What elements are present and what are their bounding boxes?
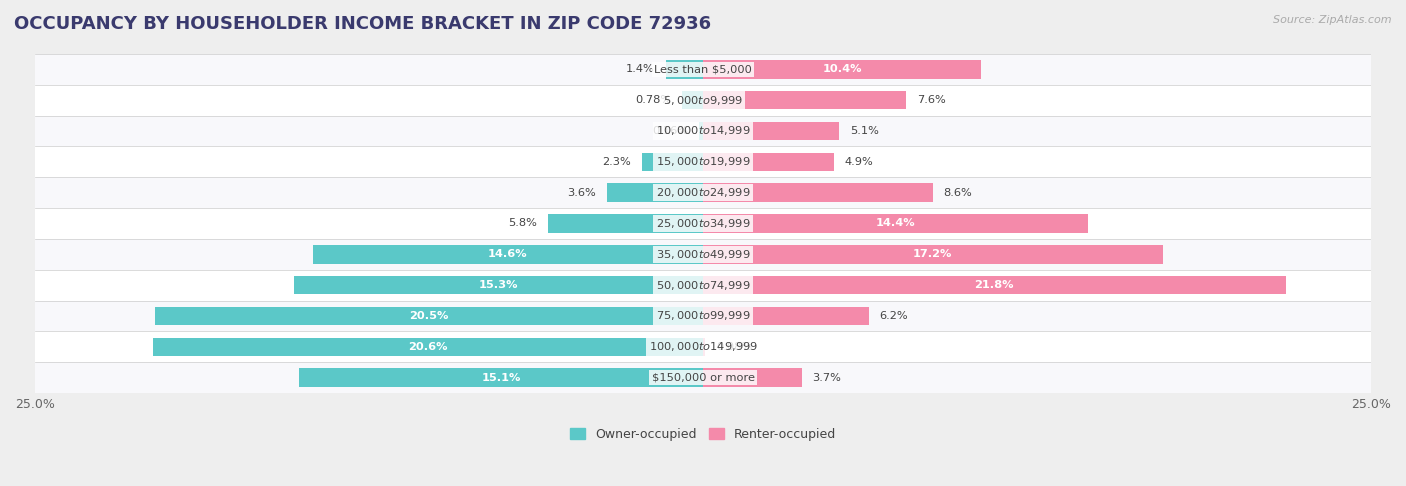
Bar <box>703 91 905 109</box>
Bar <box>35 116 1371 146</box>
Bar <box>607 183 703 202</box>
Bar <box>35 300 1371 331</box>
Text: 6.2%: 6.2% <box>879 311 908 321</box>
Bar <box>35 177 1371 208</box>
Text: 0.78%: 0.78% <box>636 95 672 105</box>
Text: 15.3%: 15.3% <box>479 280 519 290</box>
Bar <box>641 153 703 171</box>
Bar <box>35 362 1371 393</box>
Bar <box>548 214 703 233</box>
Bar <box>703 214 1088 233</box>
Bar <box>152 338 703 356</box>
Bar <box>35 54 1371 85</box>
Text: 20.6%: 20.6% <box>408 342 447 352</box>
Text: 0.16%: 0.16% <box>652 126 688 136</box>
Text: 10.4%: 10.4% <box>823 64 862 74</box>
Bar <box>682 91 703 109</box>
Bar <box>35 85 1371 116</box>
Text: 8.6%: 8.6% <box>943 188 973 198</box>
Text: 3.6%: 3.6% <box>568 188 596 198</box>
Text: $150,000 or more: $150,000 or more <box>651 373 755 382</box>
Bar <box>703 153 834 171</box>
Text: $5,000 to $9,999: $5,000 to $9,999 <box>664 94 742 106</box>
Text: $15,000 to $19,999: $15,000 to $19,999 <box>655 156 751 168</box>
Bar <box>155 307 703 325</box>
Bar <box>703 245 1163 263</box>
Bar <box>35 331 1371 362</box>
Text: 15.1%: 15.1% <box>482 373 522 382</box>
Bar <box>703 60 981 79</box>
Text: 21.8%: 21.8% <box>974 280 1014 290</box>
Bar <box>35 208 1371 239</box>
Bar <box>699 122 703 140</box>
Text: 17.2%: 17.2% <box>912 249 952 260</box>
Text: 5.8%: 5.8% <box>509 219 537 228</box>
Bar <box>703 122 839 140</box>
Text: 4.9%: 4.9% <box>845 157 873 167</box>
Text: $35,000 to $49,999: $35,000 to $49,999 <box>655 248 751 261</box>
Bar <box>703 368 801 387</box>
Text: $20,000 to $24,999: $20,000 to $24,999 <box>655 186 751 199</box>
Bar <box>703 307 869 325</box>
Text: $10,000 to $14,999: $10,000 to $14,999 <box>655 124 751 138</box>
Legend: Owner-occupied, Renter-occupied: Owner-occupied, Renter-occupied <box>569 428 837 441</box>
Text: 2.3%: 2.3% <box>602 157 631 167</box>
Text: 20.5%: 20.5% <box>409 311 449 321</box>
Bar <box>314 245 703 263</box>
Bar <box>703 338 706 356</box>
Bar <box>35 270 1371 300</box>
Bar <box>703 276 1285 295</box>
Text: 5.1%: 5.1% <box>851 126 879 136</box>
Text: OCCUPANCY BY HOUSEHOLDER INCOME BRACKET IN ZIP CODE 72936: OCCUPANCY BY HOUSEHOLDER INCOME BRACKET … <box>14 15 711 33</box>
Bar <box>665 60 703 79</box>
Bar <box>299 368 703 387</box>
Bar <box>703 183 932 202</box>
Bar <box>35 146 1371 177</box>
Text: 14.6%: 14.6% <box>488 249 527 260</box>
Text: 14.4%: 14.4% <box>876 219 915 228</box>
Text: 0.08%: 0.08% <box>716 342 752 352</box>
Text: Source: ZipAtlas.com: Source: ZipAtlas.com <box>1274 15 1392 25</box>
Bar <box>294 276 703 295</box>
Text: $75,000 to $99,999: $75,000 to $99,999 <box>655 310 751 323</box>
Text: Less than $5,000: Less than $5,000 <box>654 64 752 74</box>
Text: 7.6%: 7.6% <box>917 95 945 105</box>
Text: $50,000 to $74,999: $50,000 to $74,999 <box>655 278 751 292</box>
Text: $25,000 to $34,999: $25,000 to $34,999 <box>655 217 751 230</box>
Text: 3.7%: 3.7% <box>813 373 841 382</box>
Text: $100,000 to $149,999: $100,000 to $149,999 <box>648 340 758 353</box>
Text: 1.4%: 1.4% <box>626 64 655 74</box>
Bar <box>35 239 1371 270</box>
